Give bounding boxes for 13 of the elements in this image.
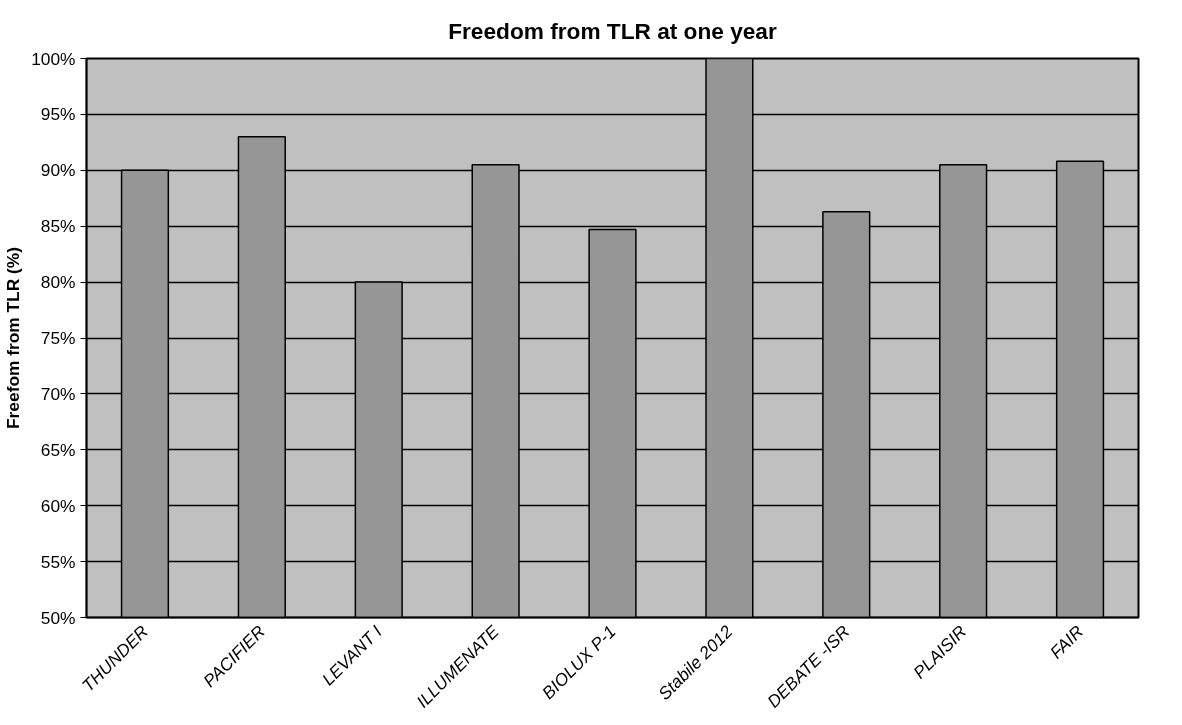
y-tick-label: 60%: [40, 495, 76, 516]
y-tick-label: 85%: [40, 216, 76, 237]
y-tick-label: 55%: [40, 551, 76, 572]
y-tick-label: 100%: [31, 48, 76, 69]
y-tick-label: 70%: [40, 383, 76, 404]
y-tick-label: 80%: [40, 272, 76, 293]
y-tick-label: 65%: [40, 439, 76, 460]
y-tick-label: 95%: [40, 104, 76, 125]
chart-title: Freedom from TLR at one year: [448, 17, 777, 44]
y-tick-label: 90%: [40, 160, 76, 181]
y-axis-title: Freefom from TLR (%): [3, 247, 24, 429]
y-tick-label: 50%: [40, 607, 76, 628]
y-tick-label: 75%: [40, 328, 76, 348]
